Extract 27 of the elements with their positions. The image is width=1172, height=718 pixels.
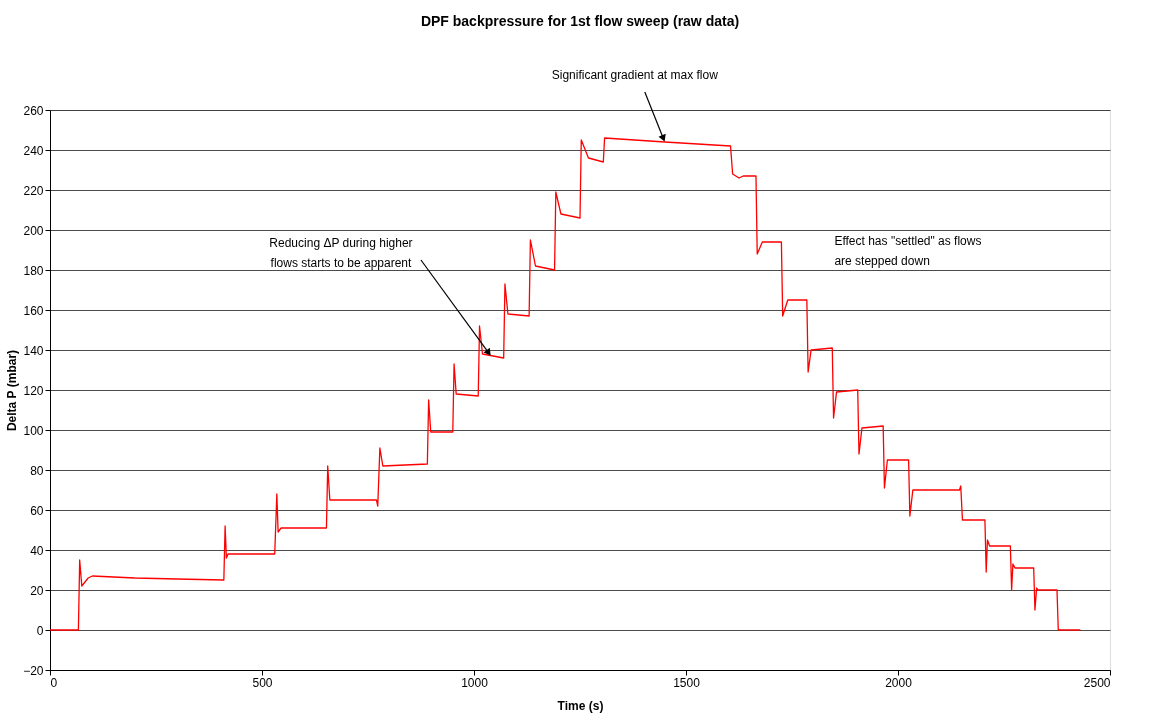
x-tick-label: 2500 [1083, 675, 1111, 690]
y-tick-label: 200 [23, 223, 44, 238]
y-tick-label: 80 [30, 463, 44, 478]
y-tick-label: 140 [23, 343, 44, 358]
y-tick-label: 100 [23, 423, 44, 438]
x-axis-title: Time (s) [557, 698, 604, 713]
y-tick-label: 60 [30, 503, 44, 518]
x-tick-label: 2000 [885, 675, 913, 690]
annotation: Significant gradient at max flow [551, 68, 719, 82]
y-tick-label: 40 [30, 543, 44, 558]
y-tick-label: 20 [30, 583, 44, 598]
y-tick-label: 120 [23, 383, 44, 398]
chart-title: DPF backpressure for 1st flow sweep (raw data) [420, 13, 740, 29]
y-tick-label: 160 [23, 303, 44, 318]
x-tick-label: 0 [50, 675, 58, 690]
y-tick-label: 220 [23, 183, 44, 198]
y-axis-title: Delta P (mbar) [5, 349, 20, 432]
annotation: Effect has "settled" as flows are stepped down [834, 234, 982, 268]
y-tick-label: 260 [23, 103, 44, 118]
y-tick-label: 240 [23, 143, 44, 158]
y-tick-label: 0 [36, 623, 44, 638]
x-tick-label: 1500 [673, 675, 701, 690]
x-tick-label: 1000 [461, 675, 489, 690]
annotation: Reducing ΔP during higher flows starts to be apparent [269, 236, 413, 270]
y-tick-label: −20 [23, 663, 44, 678]
x-tick-label: 500 [252, 675, 273, 690]
y-tick-label: 180 [23, 263, 44, 278]
